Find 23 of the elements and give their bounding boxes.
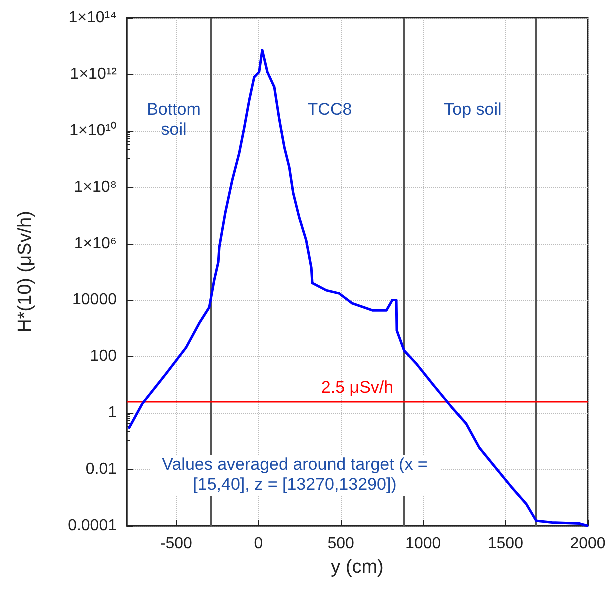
y-tick-label: 1×10¹² bbox=[70, 66, 118, 83]
y-tick-label: 1×10¹⁰ bbox=[70, 121, 117, 140]
annotation: TCC8 bbox=[306, 100, 354, 120]
y-axis-title: H*(10) (μSv/h) bbox=[15, 211, 36, 333]
ref-line-label: 2.5 μSv/h bbox=[321, 378, 394, 397]
y-tick-label: 10000 bbox=[72, 292, 118, 309]
x-tick-label: 2000 bbox=[570, 536, 606, 552]
annotation: Values averaged around target (x =[15,40], z = [13270,13290]) bbox=[150, 455, 440, 496]
y-tick-label: 1 bbox=[108, 404, 118, 422]
y-tick-label: 1×10⁸ bbox=[74, 178, 117, 196]
y-tick-label: 1×10¹⁴ bbox=[68, 10, 118, 26]
annotation: Bottom soil bbox=[146, 100, 202, 141]
x-tick-label: -500 bbox=[160, 536, 192, 552]
y-tick-label: 100 bbox=[90, 348, 118, 366]
x-tick-label: 1000 bbox=[406, 536, 442, 552]
x-tick-label: 0 bbox=[254, 536, 264, 552]
y-tick-label: 1×10⁶ bbox=[74, 235, 117, 252]
x-tick-label: 500 bbox=[328, 536, 354, 552]
y-tick-label: 0.01 bbox=[86, 461, 118, 478]
x-axis-title: y (cm) bbox=[331, 557, 384, 578]
x-tick-label: 1500 bbox=[488, 536, 524, 552]
y-tick-label: 0.0001 bbox=[68, 518, 118, 534]
annotation: Top soil bbox=[443, 100, 503, 120]
